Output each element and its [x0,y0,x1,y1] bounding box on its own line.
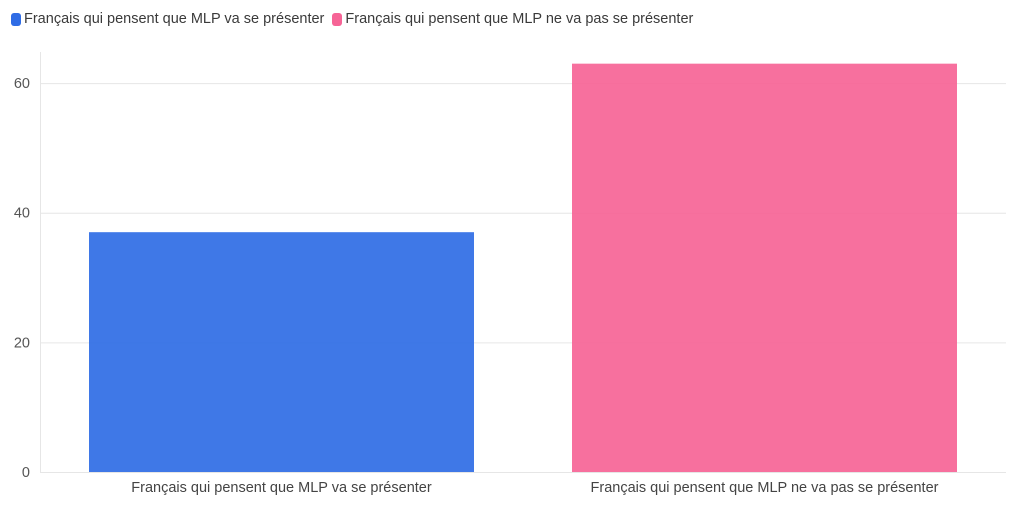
legend-swatch-va [11,12,21,26]
legend: Français qui pensent que MLP va se prése… [11,11,693,27]
y-tick-label: 20 [14,335,30,351]
y-tick-label: 0 [22,465,30,481]
legend-item-va[interactable]: Français qui pensent que MLP va se prése… [11,11,324,27]
bar [572,63,957,473]
legend-label-ne-va-pas: Français qui pensent que MLP ne va pas s… [345,11,694,27]
legend-item-ne-va-pas[interactable]: Français qui pensent que MLP ne va pas s… [332,11,693,27]
y-tick-label: 40 [14,206,30,222]
bar [89,232,474,472]
y-tick-label: 60 [14,76,30,92]
legend-label-va: Français qui pensent que MLP va se prése… [24,11,325,27]
x-tick-label: Français qui pensent que MLP ne va pas s… [591,480,939,496]
legend-swatch-ne-va-pas [332,12,343,26]
x-tick-label: Français qui pensent que MLP va se prése… [131,480,432,496]
